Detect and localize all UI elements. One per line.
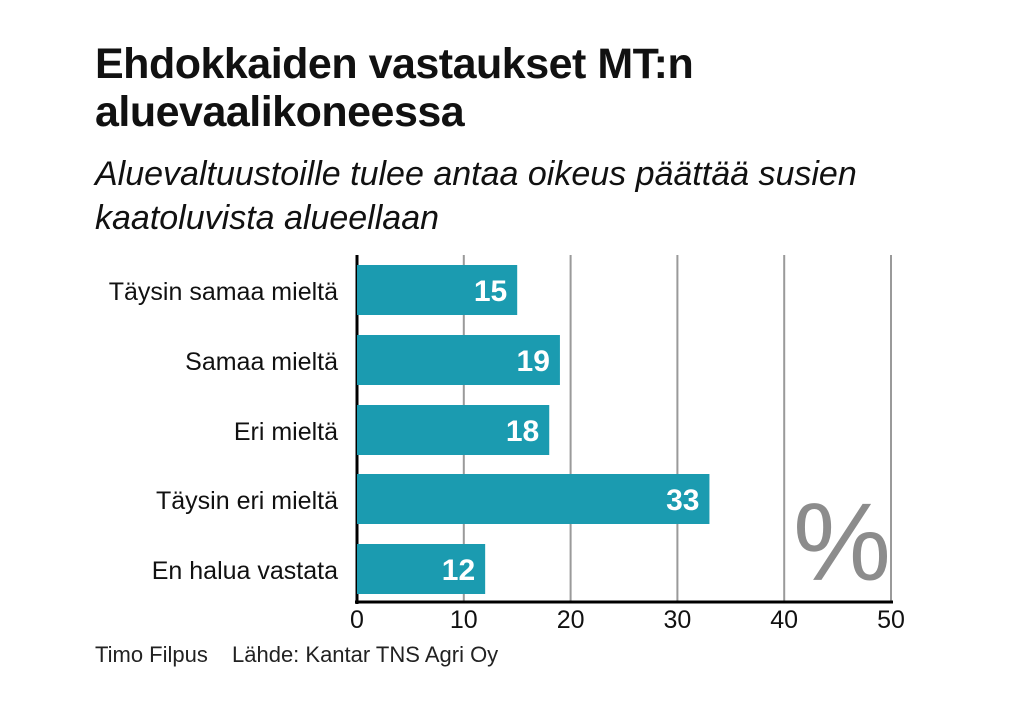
percent-unit-label: % bbox=[793, 481, 891, 604]
x-tick-label: 30 bbox=[663, 606, 691, 634]
x-tick-label: 40 bbox=[770, 606, 798, 634]
chart-title: Ehdokkaiden vastaukset MT:n aluevaalikon… bbox=[95, 40, 694, 136]
bar-0 bbox=[357, 265, 518, 315]
bar-3 bbox=[357, 474, 710, 524]
bars: 15 19 18 33 12 bbox=[357, 265, 710, 594]
bar-4 bbox=[357, 544, 486, 594]
category-label: Täysin samaa mieltä bbox=[109, 278, 338, 306]
chart-subtitle: Aluevaltuustoille tulee antaa oikeus pää… bbox=[95, 155, 857, 237]
category-label: Eri mieltä bbox=[234, 418, 338, 446]
x-tick-label: 10 bbox=[450, 606, 478, 634]
bar-2 bbox=[357, 405, 550, 455]
category-label: Täysin eri mieltä bbox=[156, 487, 338, 515]
source-credit: Lähde: Kantar TNS Agri Oy bbox=[232, 642, 499, 667]
x-tick-labels: 0 10 20 30 40 50 bbox=[350, 606, 905, 634]
bar-value-label: 19 bbox=[517, 345, 550, 378]
bar-1 bbox=[357, 335, 560, 385]
x-tick-label: 20 bbox=[557, 606, 585, 634]
bar-value-label: 18 bbox=[506, 415, 539, 448]
bar-value-label: 12 bbox=[442, 554, 475, 587]
x-tick-label: 50 bbox=[877, 606, 905, 634]
category-label: En halua vastata bbox=[152, 557, 338, 585]
bar-value-label: 15 bbox=[474, 275, 507, 308]
bar-value-label: 33 bbox=[666, 484, 699, 517]
author-credit: Timo Filpus bbox=[95, 642, 208, 667]
credits: Timo Filpus Lähde: Kantar TNS Agri Oy bbox=[95, 642, 516, 668]
category-label: Samaa mieltä bbox=[185, 348, 338, 376]
category-labels: Täysin samaa mieltä Samaa mieltä Eri mielt… bbox=[109, 278, 338, 585]
x-tick-label: 0 bbox=[350, 606, 364, 634]
